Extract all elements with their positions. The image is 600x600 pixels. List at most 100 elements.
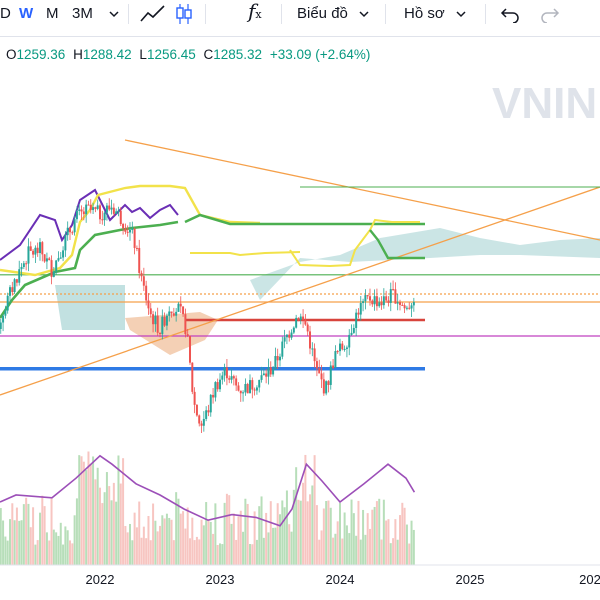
candle-body[interactable] (124, 228, 127, 232)
candle-body[interactable] (184, 314, 187, 335)
candle-body[interactable] (191, 362, 194, 392)
candle-body[interactable] (25, 263, 28, 265)
candle-body[interactable] (0, 322, 2, 329)
candle-body[interactable] (193, 391, 196, 405)
candle-body[interactable] (311, 348, 314, 350)
candle-body[interactable] (253, 389, 256, 391)
candle-body[interactable] (179, 303, 182, 307)
candle-body[interactable] (214, 382, 217, 398)
candle-body[interactable] (209, 394, 212, 413)
candle-body[interactable] (232, 376, 235, 379)
candle-body[interactable] (382, 296, 385, 306)
candle-body[interactable] (22, 263, 25, 267)
interval-d-button[interactable]: D (0, 5, 11, 22)
profile-menu-button[interactable]: Hồ sơ (404, 5, 445, 22)
candle-body[interactable] (249, 380, 251, 394)
candle-body[interactable] (396, 302, 399, 304)
candle-body[interactable] (101, 219, 104, 221)
candle-body[interactable] (332, 365, 335, 368)
candle-body[interactable] (138, 247, 141, 273)
candle-body[interactable] (92, 207, 95, 211)
trendline-ascending[interactable] (0, 186, 600, 396)
candle-body[interactable] (345, 347, 348, 349)
candle-body[interactable] (75, 210, 78, 220)
candle-body[interactable] (343, 348, 346, 350)
candle-body[interactable] (350, 332, 353, 335)
candle-body[interactable] (239, 390, 242, 394)
candle-body[interactable] (140, 272, 143, 277)
candle-body[interactable] (135, 247, 138, 249)
candle-body[interactable] (369, 296, 371, 301)
candle-body[interactable] (131, 228, 134, 230)
candle-body[interactable] (15, 279, 18, 283)
chevron-down-icon[interactable] (108, 8, 120, 20)
candle-body[interactable] (9, 287, 11, 296)
candle-body[interactable] (318, 368, 321, 374)
candle-body[interactable] (251, 380, 254, 390)
candle-body[interactable] (306, 324, 309, 332)
candle-body[interactable] (362, 301, 365, 304)
candle-body[interactable] (223, 367, 226, 376)
candle-body[interactable] (276, 356, 279, 361)
candle-body[interactable] (285, 334, 288, 338)
candle-body[interactable] (142, 276, 145, 286)
candle-body[interactable] (82, 211, 85, 215)
candle-body[interactable] (34, 247, 37, 255)
candle-body[interactable] (39, 242, 41, 254)
candle-body[interactable] (299, 316, 302, 320)
candle-body[interactable] (355, 312, 358, 328)
candle-body[interactable] (126, 231, 129, 233)
candle-body[interactable] (149, 308, 152, 315)
candle-body[interactable] (212, 394, 215, 398)
candle-body[interactable] (117, 210, 120, 212)
candle-body[interactable] (48, 258, 51, 261)
chevron-down-icon[interactable] (455, 8, 467, 20)
candle-body[interactable] (32, 250, 35, 255)
candle-body[interactable] (112, 207, 115, 214)
candle-body[interactable] (103, 212, 106, 221)
candle-body[interactable] (302, 316, 305, 320)
candle-body[interactable] (55, 260, 58, 272)
candle-body[interactable] (403, 305, 406, 309)
candle-body[interactable] (387, 300, 390, 303)
candle-body[interactable] (195, 404, 198, 416)
candle-body[interactable] (115, 211, 118, 214)
candle-body[interactable] (156, 315, 159, 333)
candle-body[interactable] (175, 311, 178, 316)
line-chart-icon[interactable] (140, 4, 166, 24)
candle-body[interactable] (129, 229, 131, 233)
candle-body[interactable] (288, 334, 291, 338)
candle-body[interactable] (405, 307, 408, 309)
candle-body[interactable] (200, 423, 203, 426)
candle-body[interactable] (389, 289, 392, 303)
candle-body[interactable] (258, 379, 261, 388)
candle-body[interactable] (242, 392, 245, 394)
candle-body[interactable] (235, 378, 238, 386)
candle-body[interactable] (177, 303, 180, 312)
candle-body[interactable] (4, 310, 7, 316)
candle-body[interactable] (366, 295, 369, 297)
candle-body[interactable] (13, 279, 16, 293)
candle-body[interactable] (228, 378, 231, 380)
candle-body[interactable] (246, 383, 249, 394)
candlestick-icon[interactable] (176, 3, 192, 25)
trendline-descending[interactable] (124, 139, 600, 241)
candle-body[interactable] (52, 271, 55, 277)
candle-body[interactable] (216, 382, 219, 390)
candle-body[interactable] (50, 260, 53, 277)
candle-body[interactable] (359, 303, 362, 315)
candle-body[interactable] (41, 242, 44, 255)
candle-body[interactable] (71, 232, 74, 234)
interval-3m-button[interactable]: 3M (72, 5, 93, 22)
candle-body[interactable] (145, 285, 148, 301)
candle-body[interactable] (267, 367, 270, 377)
candle-body[interactable] (205, 410, 208, 419)
candle-body[interactable] (20, 266, 23, 270)
candle-body[interactable] (327, 381, 330, 385)
candle-body[interactable] (237, 385, 240, 391)
candle-body[interactable] (147, 300, 150, 309)
candle-body[interactable] (412, 302, 415, 306)
candle-body[interactable] (392, 289, 395, 291)
candle-body[interactable] (339, 343, 341, 352)
